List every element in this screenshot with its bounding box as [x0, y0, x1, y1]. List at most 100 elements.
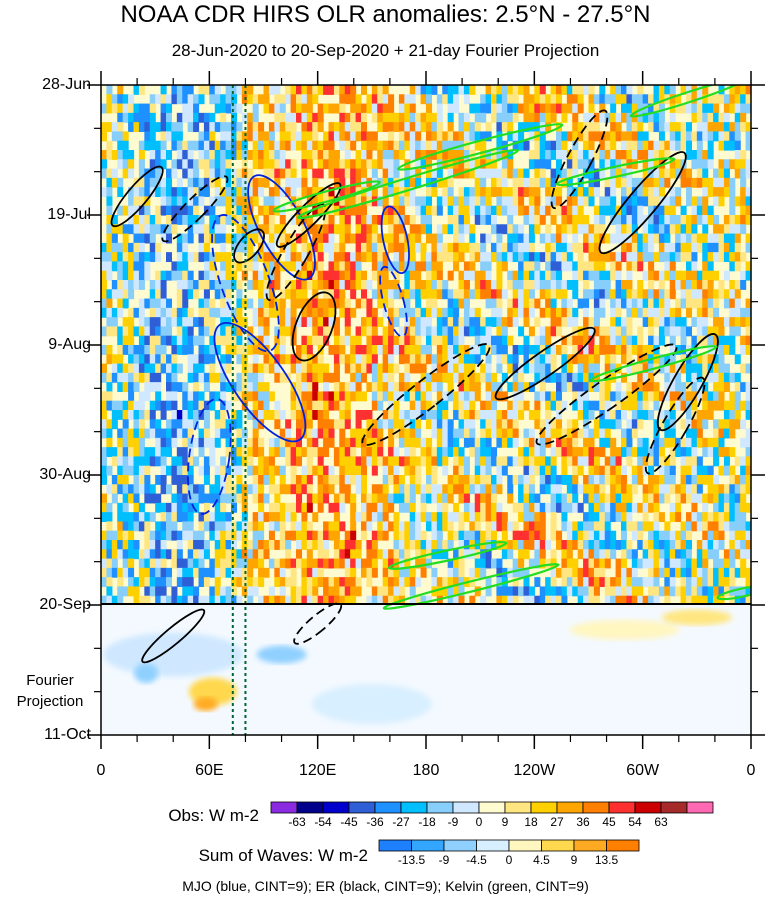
- anomaly-cell: [128, 168, 135, 179]
- anomaly-cell: [409, 484, 416, 495]
- anomaly-cell: [631, 484, 638, 495]
- anomaly-cell: [447, 252, 454, 263]
- anomaly-cell: [268, 150, 275, 160]
- anomaly-cell: [642, 512, 649, 523]
- anomaly-cell: [713, 447, 720, 458]
- anomaly-cell: [642, 242, 649, 253]
- anomaly-cell: [279, 131, 286, 142]
- anomaly-cell: [382, 465, 389, 476]
- anomaly-cell: [707, 187, 714, 198]
- anomaly-cell: [447, 242, 454, 253]
- anomaly-cell: [328, 215, 335, 225]
- anomaly-cell: [187, 465, 194, 476]
- anomaly-cell: [588, 317, 595, 328]
- anomaly-cell: [566, 150, 573, 160]
- anomaly-cell: [187, 289, 194, 300]
- anomaly-cell: [518, 493, 525, 504]
- anomaly-cell: [485, 205, 492, 216]
- anomaly-cell: [463, 484, 470, 495]
- anomaly-cell: [496, 307, 503, 318]
- anomaly-cell: [556, 150, 563, 160]
- anomaly-cell: [323, 382, 330, 393]
- anomaly-cell: [355, 112, 362, 123]
- anomaly-cell: [572, 122, 579, 133]
- anomaly-cell: [583, 447, 590, 458]
- anomaly-cell: [572, 205, 579, 216]
- anomaly-cell: [691, 196, 698, 207]
- anomaly-cell: [306, 372, 313, 383]
- anomaly-cell: [518, 252, 525, 263]
- anomaly-cell: [306, 419, 313, 430]
- anomaly-cell: [231, 419, 238, 430]
- anomaly-cell: [669, 112, 676, 123]
- anomaly-cell: [155, 382, 162, 393]
- anomaly-cell: [106, 428, 113, 439]
- anomaly-cell: [155, 150, 162, 160]
- anomaly-cell: [409, 103, 416, 114]
- anomaly-cell: [149, 131, 156, 142]
- anomaly-cell: [702, 400, 709, 411]
- anomaly-cell: [539, 456, 546, 467]
- anomaly-cell: [539, 465, 546, 476]
- anomaly-cell: [306, 112, 313, 123]
- anomaly-cell: [621, 177, 628, 188]
- anomaly-cell: [361, 131, 368, 142]
- anomaly-cell: [442, 307, 449, 318]
- anomaly-cell: [258, 391, 265, 402]
- anomaly-cell: [117, 400, 124, 411]
- anomaly-cell: [664, 493, 671, 504]
- anomaly-cell: [111, 261, 118, 272]
- anomaly-cell: [648, 326, 655, 337]
- anomaly-cell: [415, 558, 422, 569]
- anomaly-cell: [263, 456, 270, 467]
- anomaly-cell: [198, 512, 205, 523]
- anomaly-cell: [718, 112, 725, 123]
- anomaly-cell: [388, 261, 395, 272]
- anomaly-cell: [436, 382, 443, 393]
- anomaly-cell: [691, 270, 698, 281]
- anomaly-cell: [702, 363, 709, 374]
- anomaly-cell: [545, 289, 552, 300]
- anomaly-cell: [442, 159, 449, 170]
- anomaly-cell: [393, 484, 400, 495]
- anomaly-cell: [621, 103, 628, 114]
- anomaly-cell: [740, 475, 747, 485]
- anomaly-cell: [577, 85, 584, 95]
- anomaly-cell: [512, 437, 519, 448]
- anomaly-cell: [388, 502, 395, 513]
- anomaly-cell: [214, 140, 221, 151]
- anomaly-cell: [361, 512, 368, 523]
- anomaly-cell: [203, 345, 210, 355]
- anomaly-cell: [371, 103, 378, 114]
- anomaly-cell: [572, 493, 579, 504]
- anomaly-cell: [610, 150, 617, 160]
- anomaly-cell: [621, 112, 628, 123]
- anomaly-cell: [637, 326, 644, 337]
- anomaly-cell: [588, 400, 595, 411]
- anomaly-cell: [518, 233, 525, 244]
- anomaly-cell: [718, 437, 725, 448]
- anomaly-cell: [231, 447, 238, 458]
- anomaly-cell: [631, 521, 638, 532]
- anomaly-cell: [382, 150, 389, 160]
- anomaly-cell: [604, 419, 611, 430]
- anomaly-cell: [745, 475, 751, 485]
- anomaly-cell: [626, 289, 633, 300]
- anomaly-cell: [258, 131, 265, 142]
- anomaly-cell: [350, 372, 357, 383]
- anomaly-cell: [128, 456, 135, 467]
- anomaly-cell: [388, 140, 395, 151]
- anomaly-cell: [740, 224, 747, 235]
- anomaly-cell: [263, 475, 270, 485]
- anomaly-cell: [415, 530, 422, 541]
- anomaly-cell: [312, 270, 319, 281]
- anomaly-cell: [723, 335, 730, 346]
- anomaly-cell: [155, 187, 162, 198]
- anomaly-cell: [236, 233, 243, 244]
- anomaly-cell: [621, 512, 628, 523]
- anomaly-cell: [745, 196, 751, 207]
- anomaly-cell: [111, 493, 118, 504]
- anomaly-cell: [528, 261, 535, 272]
- anomaly-cell: [539, 159, 546, 170]
- anomaly-cell: [279, 215, 286, 225]
